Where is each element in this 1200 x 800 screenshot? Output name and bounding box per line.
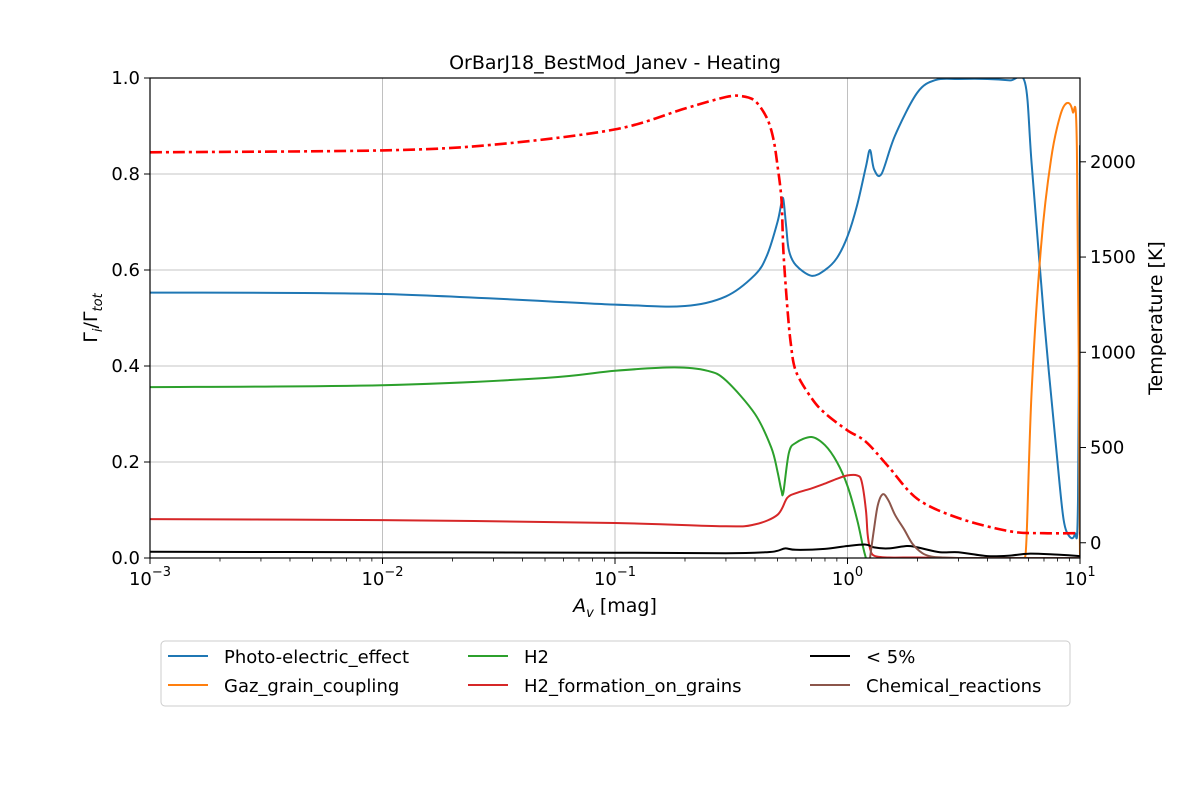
x-tick-label: 101 xyxy=(1064,565,1095,590)
y2-tick-label: 0 xyxy=(1090,533,1101,554)
y-tick-label: 0.8 xyxy=(111,164,140,185)
legend-label: H2_formation_on_grains xyxy=(524,676,742,697)
y-tick-label: 0.0 xyxy=(111,548,140,569)
legend-label: < 5% xyxy=(866,647,915,668)
series-line-0 xyxy=(150,78,1080,540)
y-tick-label: 0.6 xyxy=(111,260,140,281)
legend-label: Photo-electric_effect xyxy=(224,647,409,668)
x-axis-ticks: 10−3 10−2 10−1 100 101 xyxy=(129,558,1096,590)
x-tick-label: 10−2 xyxy=(361,565,403,590)
series-line-6 xyxy=(150,94,1080,535)
series-line-2 xyxy=(150,366,867,558)
x-tick-label: 10−1 xyxy=(594,565,636,590)
grid xyxy=(149,77,1081,559)
x-tick-label: 100 xyxy=(832,565,863,590)
series-line-5 xyxy=(869,493,1080,558)
y-axis-label: Γi/Γtot xyxy=(80,292,106,342)
y2-tick-label: 2000 xyxy=(1090,152,1136,173)
series-line-1 xyxy=(1024,101,1080,558)
y2-tick-label: 500 xyxy=(1090,438,1124,459)
x-tick-label: 10−3 xyxy=(129,565,171,590)
y-tick-label: 0.4 xyxy=(111,356,140,377)
series-line-4 xyxy=(150,543,1080,558)
y2-axis-label: Temperature [K] xyxy=(1145,241,1167,396)
y2-tick-label: 1500 xyxy=(1090,247,1136,268)
y2-tick-label: 1000 xyxy=(1090,342,1136,363)
y-tick-label: 0.2 xyxy=(111,452,140,473)
legend-label: H2 xyxy=(524,647,549,668)
y2-axis-ticks: 0 500 1000 1500 2000 xyxy=(1080,152,1136,554)
y-tick-label: 1.0 xyxy=(111,68,140,89)
legend-box xyxy=(160,640,1071,707)
chart-title: OrBarJ18_BestMod_Janev - Heating xyxy=(449,52,781,74)
legend: Photo-electric_effect H2 < 5% Gaz_grain_cou… xyxy=(160,640,1071,707)
legend-label: Chemical_reactions xyxy=(866,676,1041,697)
legend-label: Gaz_grain_coupling xyxy=(224,676,399,697)
x-axis-label: Av [mag] xyxy=(571,595,657,621)
y-axis-ticks: 0.0 0.2 0.4 0.6 0.8 1.0 xyxy=(111,68,150,569)
